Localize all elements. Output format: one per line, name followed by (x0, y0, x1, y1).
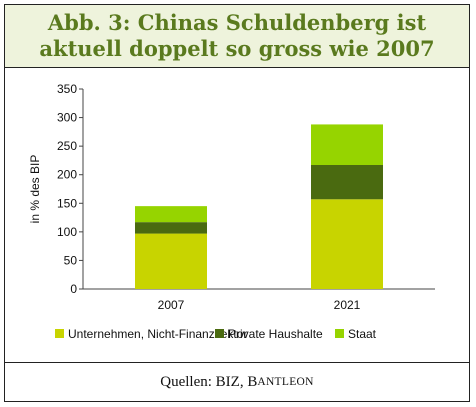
x-tick-label: 2007 (158, 298, 185, 312)
chart-area: 0 50 100 150 200 250 300 350 in % des BIP 2007 202… (5, 67, 469, 367)
bar-segment (135, 206, 207, 223)
y-tick-label: 150 (57, 196, 77, 210)
legend-label: Staat (348, 327, 377, 341)
source-brand-rest: ANTLEON (257, 376, 314, 388)
figure-frame: Abb. 3: Chinas Schuldenberg ist aktuell … (4, 4, 470, 402)
y-axis-label: in % des BIP (28, 155, 42, 224)
bar-segment (135, 222, 207, 234)
chart-title-line-2: aktuell doppelt so gross wie 2007 (39, 36, 435, 61)
y-tick-label: 50 (64, 253, 78, 267)
title-banner: Abb. 3: Chinas Schuldenberg ist aktuell … (5, 5, 469, 68)
source-footer: Quellen: BIZ, B ANTLEON (5, 362, 469, 401)
bar-segment (311, 165, 383, 200)
legend-swatch (55, 329, 64, 338)
x-tick-label: 2021 (334, 298, 361, 312)
bar-segment (135, 233, 207, 289)
source-brand-initial: B (247, 373, 258, 390)
legend-label: Private Haushalte (228, 327, 323, 341)
y-tick-label: 350 (57, 82, 77, 96)
y-tick-label: 100 (57, 225, 77, 239)
stacked-bar-chart: 0 50 100 150 200 250 300 350 in % des BIP 2007 202… (28, 82, 435, 341)
y-tick-label: 300 (57, 111, 77, 125)
bar-segment (311, 199, 383, 289)
y-tick-label: 200 (57, 168, 77, 182)
source-prefix: Quellen: BIZ, (160, 373, 248, 390)
y-tick-label: 0 (70, 282, 77, 296)
legend-label: Unternehmen, Nicht-Finanzsektor (68, 327, 247, 341)
legend-swatch (335, 329, 344, 338)
bar-segment (311, 124, 383, 165)
y-tick-label: 250 (57, 139, 77, 153)
chart-title-line-1: Abb. 3: Chinas Schuldenberg ist (47, 10, 427, 35)
legend-swatch (215, 329, 224, 338)
